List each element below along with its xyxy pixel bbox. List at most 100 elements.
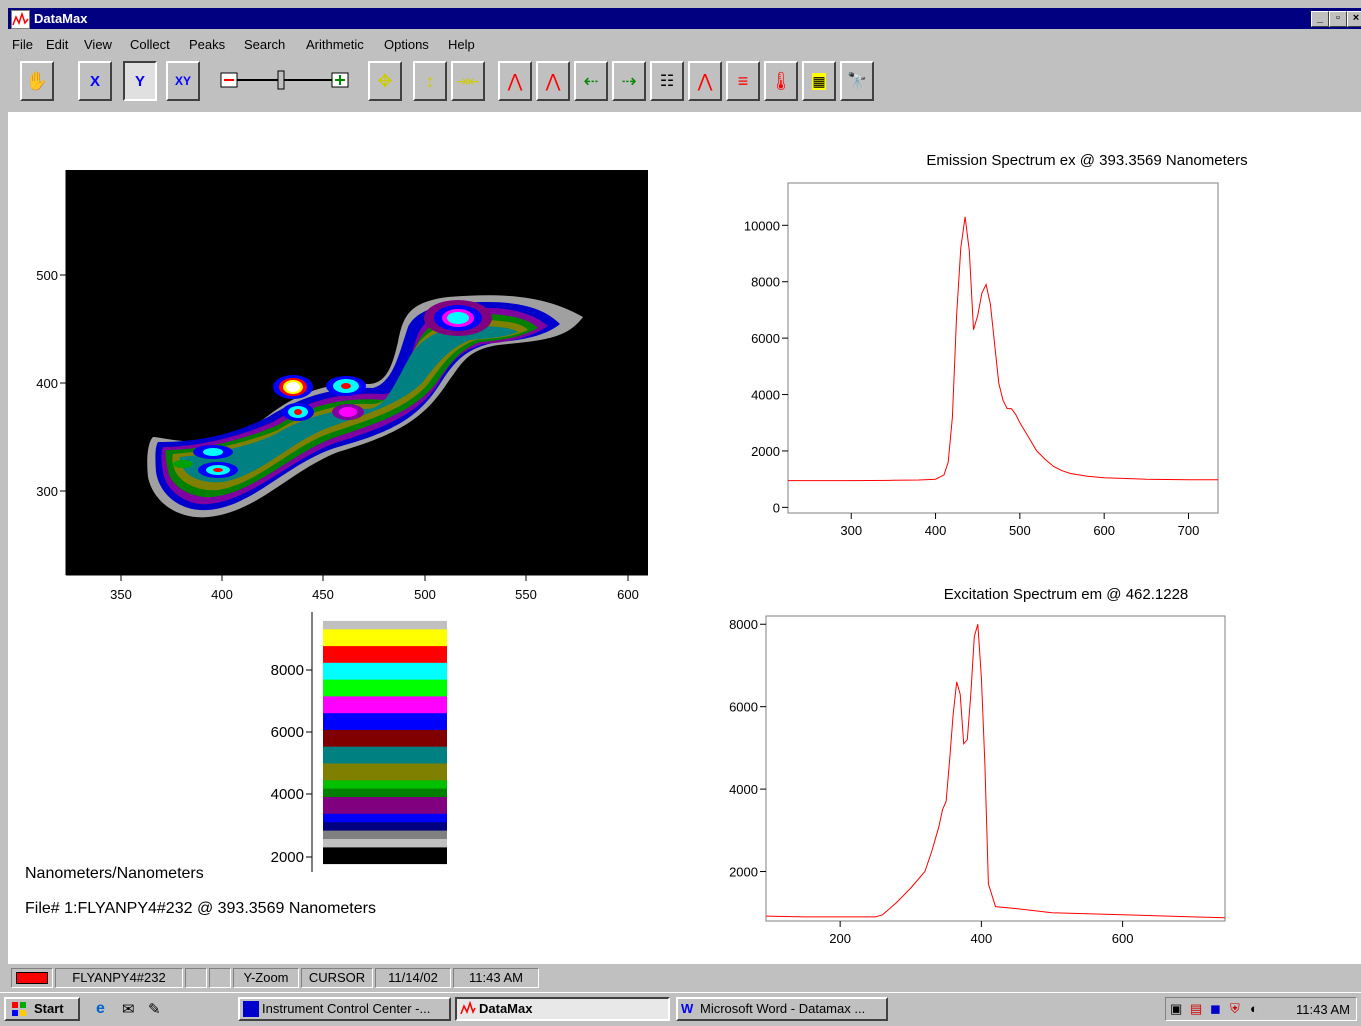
task-datamax[interactable]: DataMax bbox=[455, 997, 670, 1021]
color-band bbox=[323, 846, 447, 856]
color-band bbox=[323, 729, 447, 739]
task-label: Instrument Control Center -... bbox=[262, 1001, 431, 1016]
color-band bbox=[323, 612, 447, 621]
contour-x-tick-label: 600 bbox=[617, 587, 639, 602]
excitation-plot-frame[interactable] bbox=[765, 615, 1226, 922]
data-table-icon[interactable]: ☷ bbox=[650, 61, 684, 101]
outlook-icon[interactable]: ✉ bbox=[122, 1001, 135, 1018]
contour-background[interactable] bbox=[66, 170, 648, 575]
menu-file[interactable]: File bbox=[12, 37, 33, 52]
start-button[interactable]: Start bbox=[4, 997, 80, 1021]
menu-edit[interactable]: Edit bbox=[46, 37, 69, 52]
vertical-scale-icon[interactable]: ↕ bbox=[413, 61, 447, 101]
y-tick-label: 10000 bbox=[744, 218, 780, 233]
color-band bbox=[323, 804, 447, 814]
datamax-app-icon[interactable] bbox=[11, 10, 30, 29]
task-microsoft-word[interactable]: W Microsoft Word - Datamax ... bbox=[676, 997, 888, 1021]
left-arrow-peak-icon[interactable]: ⇠ bbox=[574, 61, 608, 101]
color-band bbox=[323, 637, 447, 647]
title-bar[interactable]: DataMax _ ▫ × bbox=[8, 8, 1361, 29]
color-scale-tick-label: 2000 bbox=[271, 849, 304, 866]
toolbar: ✋ X Y XY ✥ ↕ ⇥⇤ ⋀ ⋀ ⇠ ⇢ ☷ ⋀ ≡ 🌡 ▦ 🔭 bbox=[8, 59, 1361, 107]
menu-bar: File Edit View Collect Peaks Search Arit… bbox=[8, 33, 1361, 55]
contour-peaks bbox=[173, 300, 492, 478]
windows-logo-icon bbox=[11, 1001, 27, 1017]
color-band bbox=[323, 695, 447, 705]
close-button[interactable]: × bbox=[1347, 11, 1361, 27]
tray-clock-icon[interactable]: ◐ bbox=[1250, 1001, 1258, 1016]
peak-up-icon[interactable]: ⋀ bbox=[498, 61, 532, 101]
pan-hand-icon[interactable]: ✋ bbox=[20, 61, 54, 101]
contour-y-axis: 300 400 500 bbox=[36, 170, 67, 575]
color-band bbox=[323, 779, 447, 789]
status-empty-1 bbox=[185, 968, 207, 988]
units-label: Nanometers/Nanometers bbox=[25, 865, 204, 882]
grid-icon[interactable]: ▦ bbox=[802, 61, 836, 101]
file-label: File# 1:FLYANPY4#232 @ 393.3569 Nanomete… bbox=[25, 900, 376, 917]
color-band bbox=[323, 628, 447, 638]
color-band bbox=[323, 704, 447, 714]
tray-network-icon[interactable]: ▣ bbox=[1170, 1001, 1183, 1016]
y-tick-label: 2000 bbox=[729, 865, 758, 880]
menu-help[interactable]: Help bbox=[448, 37, 475, 52]
y-tick-label: 8000 bbox=[729, 617, 758, 632]
color-bands bbox=[323, 612, 447, 873]
menu-search[interactable]: Search bbox=[244, 37, 286, 52]
tray-shield-icon[interactable]: ⛨ bbox=[1230, 1001, 1240, 1016]
color-scale-tick-label: 8000 bbox=[271, 662, 304, 679]
x-zoom-icon[interactable]: X bbox=[78, 61, 112, 101]
color-band bbox=[323, 813, 447, 823]
color-band bbox=[323, 821, 447, 831]
color-scale-tick-label: 4000 bbox=[271, 786, 304, 803]
binoculars-icon[interactable]: 🔭 bbox=[840, 61, 874, 101]
menu-options[interactable]: Options bbox=[384, 37, 429, 52]
color-band bbox=[323, 687, 447, 697]
taskbar: Start e ✉ ✎ Instrument Control Center -.… bbox=[0, 992, 1361, 1026]
status-file: FLYANPY4#232 bbox=[55, 968, 183, 988]
color-band bbox=[323, 746, 447, 756]
task-label: DataMax bbox=[479, 1001, 533, 1016]
temperature-icon[interactable]: 🌡 bbox=[764, 61, 798, 101]
y-tick-label: 2000 bbox=[751, 444, 780, 459]
peak-up-alt-icon[interactable]: ⋀ bbox=[536, 61, 570, 101]
color-scale-tick-label: 6000 bbox=[271, 724, 304, 741]
status-bar: FLYANPY4#232 Y-Zoom CURSOR 11/14/02 11:4… bbox=[8, 966, 1361, 990]
color-band bbox=[323, 620, 447, 630]
color-band bbox=[323, 712, 447, 722]
xy-zoom-icon[interactable]: XY bbox=[166, 61, 200, 101]
menu-collect[interactable]: Collect bbox=[130, 37, 170, 52]
emission-chart: Emission Spectrum ex @ 393.3569 Nanomete… bbox=[744, 152, 1248, 538]
menu-view[interactable]: View bbox=[84, 37, 112, 52]
contour-x-tick-label: 550 bbox=[515, 587, 537, 602]
status-date: 11/14/02 bbox=[375, 968, 451, 988]
color-band bbox=[323, 670, 447, 680]
right-arrow-peak-icon[interactable]: ⇢ bbox=[612, 61, 646, 101]
desktop-icon[interactable]: ✎ bbox=[148, 1001, 161, 1018]
emission-plot-frame[interactable] bbox=[787, 182, 1219, 514]
minimize-button[interactable]: _ bbox=[1311, 11, 1329, 27]
menu-arithmetic[interactable]: Arithmetic bbox=[306, 37, 364, 52]
contour-y-tick-label: 300 bbox=[36, 484, 58, 499]
overlay-spectra-icon[interactable]: ⋀ bbox=[688, 61, 722, 101]
y-zoom-icon[interactable]: Y bbox=[123, 61, 157, 101]
horizontal-scale-icon[interactable]: ⇥⇤ bbox=[451, 61, 485, 101]
color-band bbox=[323, 679, 447, 688]
x-tick-label: 400 bbox=[971, 931, 993, 946]
y-tick-label: 4000 bbox=[729, 782, 758, 797]
tray-monitor-icon[interactable]: ◼ bbox=[1210, 1001, 1221, 1016]
y-tick-label: 0 bbox=[773, 500, 780, 515]
status-empty-2 bbox=[209, 968, 231, 988]
restore-button[interactable]: ▫ bbox=[1329, 11, 1347, 27]
move-all-arrows-icon[interactable]: ✥ bbox=[368, 61, 402, 101]
zoom-slider[interactable] bbox=[220, 69, 350, 91]
task-instrument-control-center[interactable]: Instrument Control Center -... bbox=[238, 997, 451, 1021]
emission-axes: 300 400 500 600 700 0 2000 4000 6000 8000 10000 bbox=[744, 218, 1199, 538]
x-tick-label: 600 bbox=[1093, 523, 1115, 538]
internet-explorer-icon[interactable]: e bbox=[96, 1000, 105, 1017]
stack-spectra-icon[interactable]: ≡ bbox=[726, 61, 760, 101]
tray-scheduler-icon[interactable]: ▤ bbox=[1190, 1001, 1203, 1016]
tray-clock[interactable]: 11:43 AM bbox=[1296, 1002, 1350, 1017]
color-band bbox=[323, 653, 447, 663]
emission-series-line bbox=[788, 216, 1218, 482]
menu-peaks[interactable]: Peaks bbox=[189, 37, 226, 52]
